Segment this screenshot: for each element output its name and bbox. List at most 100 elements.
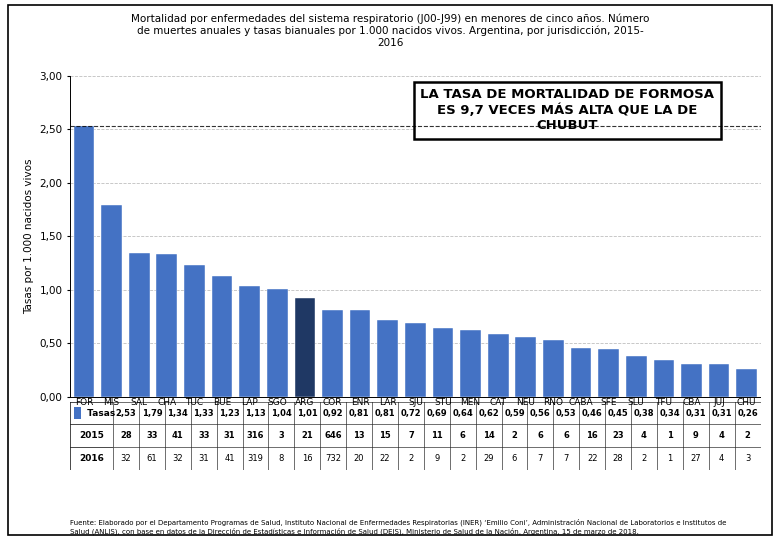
Bar: [709, 364, 729, 397]
Text: 29: 29: [484, 454, 494, 463]
Text: 319: 319: [247, 454, 264, 463]
Text: 6: 6: [512, 454, 517, 463]
Bar: [516, 337, 536, 397]
Text: 4: 4: [641, 431, 647, 440]
Text: 0,34: 0,34: [660, 409, 680, 417]
Text: 22: 22: [380, 454, 390, 463]
Text: 2: 2: [745, 431, 750, 440]
Bar: [211, 276, 232, 397]
Text: 0,81: 0,81: [349, 409, 370, 417]
Text: 1,34: 1,34: [168, 409, 188, 417]
Text: 1,23: 1,23: [219, 409, 240, 417]
Text: 7: 7: [564, 454, 569, 463]
Text: 0,46: 0,46: [582, 409, 603, 417]
Text: 32: 32: [172, 454, 183, 463]
Bar: [543, 340, 564, 397]
Text: 28: 28: [613, 454, 623, 463]
Text: 14: 14: [483, 431, 495, 440]
Text: 33: 33: [146, 431, 158, 440]
Text: 9: 9: [693, 431, 699, 440]
Text: 0,69: 0,69: [427, 409, 447, 417]
Text: 6: 6: [459, 431, 466, 440]
Text: 61: 61: [147, 454, 158, 463]
Text: 2: 2: [460, 454, 466, 463]
Bar: [239, 286, 260, 397]
Bar: [654, 361, 674, 397]
Text: 4: 4: [719, 454, 725, 463]
Text: 11: 11: [431, 431, 443, 440]
Text: 0,31: 0,31: [686, 409, 706, 417]
Bar: [73, 126, 94, 397]
Bar: [295, 299, 315, 397]
Text: 2: 2: [641, 454, 647, 463]
Text: Tasas: Tasas: [84, 409, 115, 417]
Bar: [73, 407, 81, 419]
Text: 27: 27: [690, 454, 701, 463]
Bar: [157, 254, 177, 397]
Text: 28: 28: [120, 431, 132, 440]
Text: 41: 41: [172, 431, 184, 440]
Text: Fuente: Elaborado por el Departamento Programas de Salud, Instituto Nacional de : Fuente: Elaborado por el Departamento Pr…: [70, 518, 727, 535]
Text: 0,72: 0,72: [401, 409, 421, 417]
Text: 0,31: 0,31: [711, 409, 732, 417]
Text: 1,33: 1,33: [193, 409, 214, 417]
Text: 1,04: 1,04: [271, 409, 292, 417]
Text: 32: 32: [121, 454, 131, 463]
Text: 0,62: 0,62: [478, 409, 499, 417]
Text: 732: 732: [325, 454, 341, 463]
Bar: [184, 265, 205, 397]
Bar: [460, 330, 481, 397]
Text: 16: 16: [587, 431, 598, 440]
Text: 16: 16: [302, 454, 313, 463]
Text: 2015: 2015: [80, 431, 104, 440]
Text: 1: 1: [667, 454, 672, 463]
Text: 4: 4: [718, 431, 725, 440]
Text: 0,64: 0,64: [452, 409, 473, 417]
Text: 20: 20: [354, 454, 364, 463]
Bar: [571, 348, 591, 397]
Text: 0,53: 0,53: [556, 409, 576, 417]
Text: 646: 646: [324, 431, 342, 440]
Text: 1,01: 1,01: [297, 409, 317, 417]
Text: 316: 316: [246, 431, 264, 440]
Text: 8: 8: [278, 454, 284, 463]
Text: 3: 3: [745, 454, 750, 463]
Bar: [736, 369, 757, 397]
Text: 1: 1: [667, 431, 673, 440]
Bar: [598, 349, 619, 397]
Bar: [626, 356, 647, 397]
Text: 2016: 2016: [80, 454, 104, 463]
Text: 7: 7: [408, 431, 413, 440]
Text: 3: 3: [278, 431, 284, 440]
Text: 0,26: 0,26: [737, 409, 758, 417]
Bar: [349, 310, 370, 397]
Text: 0,92: 0,92: [323, 409, 343, 417]
Bar: [681, 364, 702, 397]
Y-axis label: Tasas por 1.000 nacidos vivos: Tasas por 1.000 nacidos vivos: [24, 159, 34, 314]
Bar: [433, 328, 453, 397]
Text: 31: 31: [198, 454, 209, 463]
Text: 6: 6: [537, 431, 544, 440]
Bar: [101, 205, 122, 397]
Text: 0,59: 0,59: [504, 409, 525, 417]
Text: 9: 9: [434, 454, 439, 463]
Text: 0,81: 0,81: [374, 409, 395, 417]
Bar: [405, 323, 426, 397]
Text: 31: 31: [224, 431, 236, 440]
Text: 6: 6: [563, 431, 569, 440]
Text: 21: 21: [301, 431, 314, 440]
Text: 1,79: 1,79: [142, 409, 162, 417]
Text: 41: 41: [225, 454, 235, 463]
Text: 22: 22: [587, 454, 597, 463]
Text: 0,56: 0,56: [530, 409, 551, 417]
Text: 0,45: 0,45: [608, 409, 629, 417]
Text: 1,13: 1,13: [245, 409, 266, 417]
Text: LA TASA DE MORTALIDAD DE FORMOSA
ES 9,7 VECES MÁS ALTA QUE LA DE
CHUBUT: LA TASA DE MORTALIDAD DE FORMOSA ES 9,7 …: [420, 89, 714, 132]
Bar: [129, 253, 150, 397]
Text: 2: 2: [408, 454, 413, 463]
Text: 23: 23: [612, 431, 624, 440]
Bar: [488, 334, 509, 397]
Bar: [378, 320, 398, 397]
Text: 0,38: 0,38: [633, 409, 654, 417]
Text: 15: 15: [379, 431, 391, 440]
